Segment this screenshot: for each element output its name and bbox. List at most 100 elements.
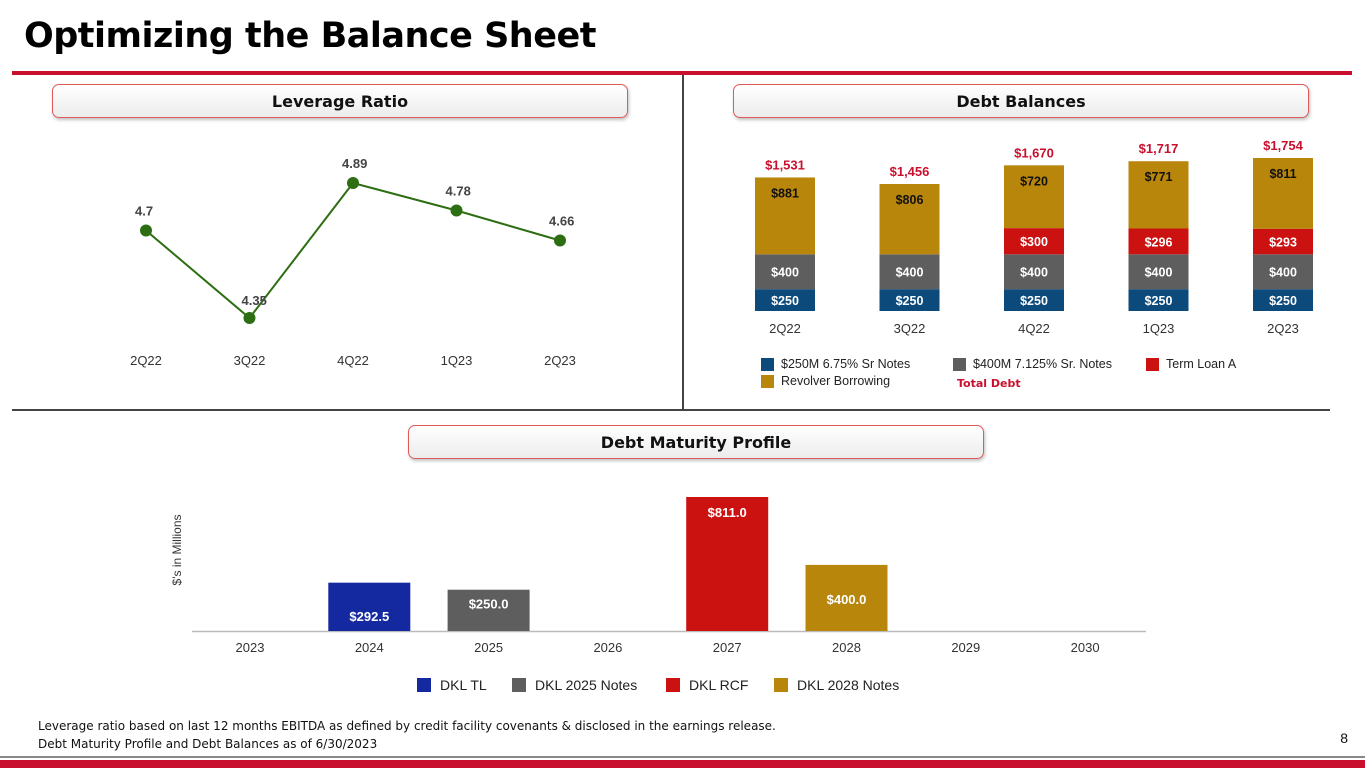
vertical-divider [682,75,684,409]
maturity-y-axis-label: $'s in Millions [170,515,184,586]
debt-balance-segment-label: $250 [1020,294,1048,308]
legend-total-debt: Total Debt [957,377,1021,390]
debt-balance-total-label: $1,670 [1014,145,1054,160]
leverage-point [140,224,152,237]
maturity-x-tick-label: 2030 [1071,640,1100,655]
leverage-data-label: 4.66 [549,214,574,229]
debt-balance-segment-label: $250 [771,294,799,308]
maturity-bar [447,589,530,631]
legend-label: DKL 2028 Notes [797,677,900,693]
debt-balance-segment-label: $250 [1145,294,1173,308]
legend-label: $250M 6.75% Sr Notes [781,357,911,371]
debt-balance-segment-label: $720 [1020,174,1048,188]
debt-balance-segment-label: $250 [1269,294,1297,308]
legend-label: DKL TL [440,677,487,693]
debt-balance-segment [1004,165,1064,229]
legend-item-dkl-tl: DKL TL [417,677,487,693]
debt-balance-total-label: $1,754 [1263,138,1304,153]
legend-label: Revolver Borrowing [781,374,891,388]
maturity-bar [686,497,769,631]
maturity-bar [328,582,411,631]
leverage-point [554,234,566,247]
debt-balance-segment [879,254,940,290]
maturity-bar-label: $811.0 [708,505,747,520]
leverage-point [450,204,463,217]
debt-balance-total-label: $1,456 [890,164,930,179]
legend-swatch [512,678,526,692]
debt-balance-x-tick-label: 3Q22 [894,321,926,336]
debt-balance-segment [755,254,815,290]
leverage-data-label: 4.7 [135,204,153,219]
debt-balance-segment [1253,158,1313,229]
maturity-bar [805,564,888,631]
legend-item-revolver: Revolver Borrowing [761,374,890,388]
legend-swatch [774,678,788,692]
debt-balance-segment-label: $250 [896,294,924,308]
debt-balance-segment-label: $771 [1145,170,1173,184]
debt-balance-x-tick-label: 1Q23 [1143,321,1175,336]
horizontal-divider [12,409,1330,411]
debt-balance-segment [1004,289,1064,311]
legend-label: DKL 2025 Notes [535,677,638,693]
debt-balance-segment [879,183,940,255]
debt-balances-header: Debt Balances [733,84,1309,118]
debt-balance-segment-label: $300 [1020,235,1048,249]
leverage-point [347,177,359,189]
legend-label: DKL RCF [689,677,749,693]
leverage-data-label: 4.89 [342,156,367,171]
legend-label: Term Loan A [1166,357,1237,371]
debt-balance-segment-label: $400 [896,266,924,280]
footnote-as-of: Debt Maturity Profile and Debt Balances … [38,737,378,751]
debt-balance-x-tick-label: 4Q22 [1018,321,1050,336]
debt-balance-segment-label: $296 [1145,235,1173,249]
legend-item-dkl-2028-notes: DKL 2028 Notes [774,677,899,693]
leverage-ratio-header: Leverage Ratio [52,84,628,118]
leverage-data-label: 4.35 [242,293,267,308]
legend-swatch [761,357,774,371]
debt-balance-total-label: $1,531 [765,157,805,172]
maturity-bar-label: $250.0 [469,597,509,612]
debt-balance-segment [1128,161,1189,229]
debt-balance-segment-label: $293 [1269,236,1297,250]
legend-swatch [1146,357,1159,371]
debt-balance-segment [755,289,815,311]
debt-balance-segment [1128,228,1189,255]
debt-balance-segment-label: $400 [1145,266,1173,280]
leverage-x-tick-label: 2Q22 [130,353,162,368]
leverage-x-tick-label: 1Q23 [441,353,473,368]
leverage-line [145,181,561,320]
footer-gray-rule [0,756,1365,758]
legend-item-dkl-2025-notes: DKL 2025 Notes [512,677,637,693]
debt-balance-segment [1253,289,1313,311]
debt-balance-segment-label: $881 [771,186,799,200]
legend-item-term-loan: Term Loan A [1146,357,1236,371]
maturity-x-tick-label: 2024 [355,640,384,655]
page-title: Optimizing the Balance Sheet [24,16,596,56]
maturity-x-tick-label: 2028 [832,640,861,655]
maturity-bar-label: $292.5 [349,609,389,624]
legend-item-dkl-rcf: DKL RCF [666,677,748,693]
leverage-x-tick-label: 3Q22 [234,353,266,368]
maturity-x-tick-label: 2026 [593,640,622,655]
debt-balance-segment-label: $400 [771,266,799,280]
legend-item-sr-notes-250: $250M 6.75% Sr Notes [761,357,910,371]
debt-balance-segment [879,289,940,311]
debt-balance-segment [1004,228,1064,255]
leverage-data-label: 4.78 [446,184,471,199]
debt-balance-segment [755,177,815,255]
debt-balance-x-tick-label: 2Q22 [769,321,801,336]
debt-balance-segment [1004,254,1064,290]
title-divider [12,71,1352,75]
legend-swatch [761,374,774,388]
maturity-x-tick-label: 2029 [951,640,980,655]
debt-balance-segment [1128,289,1189,311]
debt-balance-segment [1128,254,1189,290]
debt-maturity-header: Debt Maturity Profile [408,425,984,459]
leverage-point [243,312,256,324]
leverage-x-tick-label: 2Q23 [544,353,576,368]
legend-swatch [666,678,680,692]
debt-balance-total-label: $1,717 [1139,141,1179,156]
page-number: 8 [1340,730,1348,746]
debt-balance-segment-label: $400 [1020,266,1048,280]
